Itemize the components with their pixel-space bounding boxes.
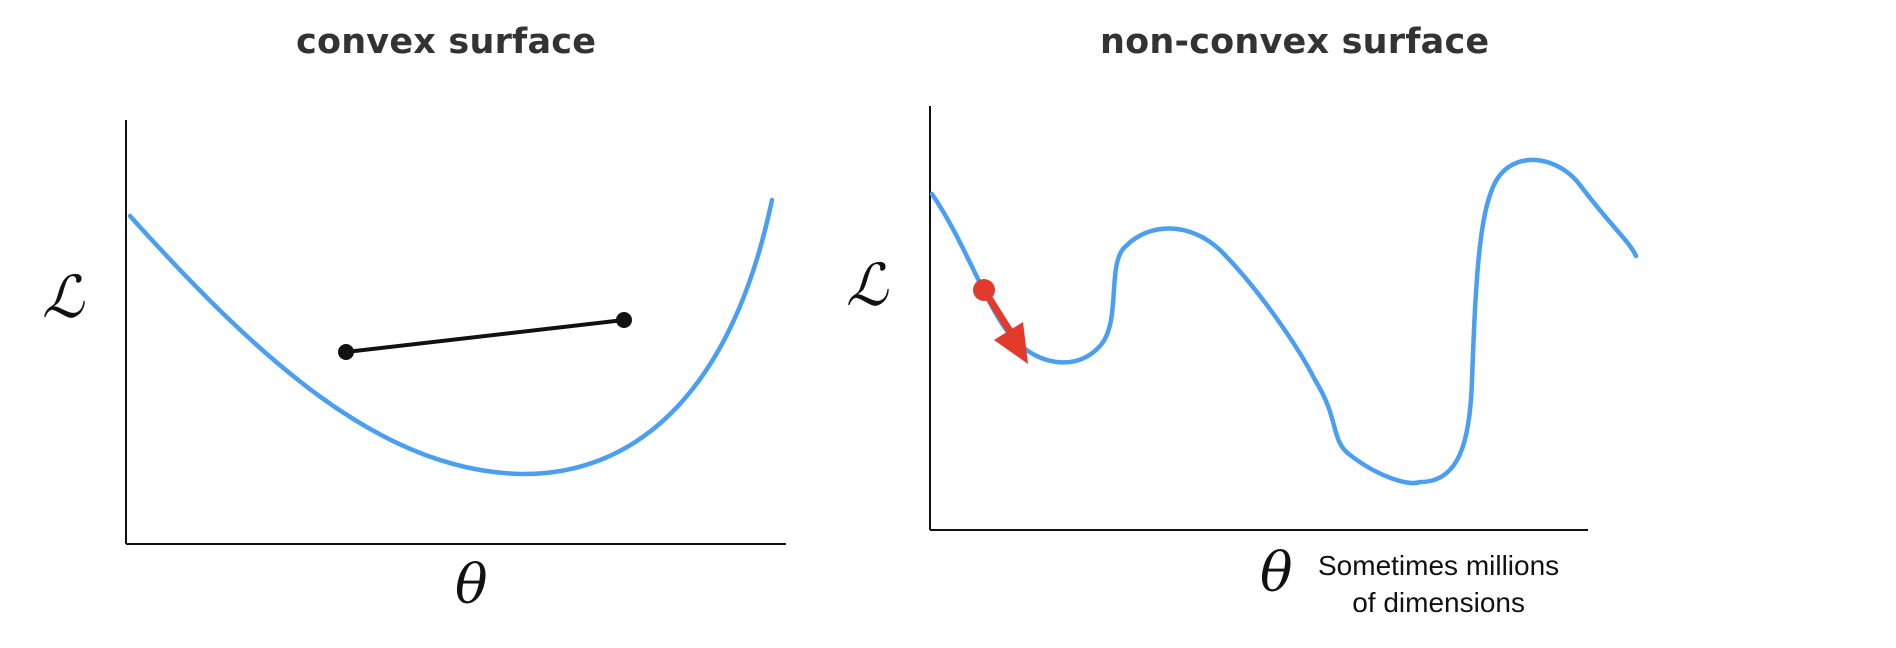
convex-title: convex surface: [296, 22, 597, 62]
convex-theta-label: θ: [455, 553, 488, 616]
convex-plot: [125, 120, 786, 545]
dimensions-note-line2: of dimensions: [1352, 587, 1525, 618]
gradient-point: [973, 279, 995, 301]
nonconvex-loss-label: ℒ: [846, 251, 888, 319]
convex-curve: [127, 197, 775, 477]
convex-loss-label: ℒ: [42, 263, 84, 331]
chord-point-left: [338, 344, 354, 360]
nonconvex-curve: [929, 157, 1639, 486]
dimensions-note-line1: Sometimes millions: [1318, 550, 1560, 581]
nonconvex-plot: [929, 106, 1639, 531]
dimensions-note: Sometimes millions of dimensions: [1318, 547, 1559, 621]
convex-panel: convex surface ℒ θ: [0, 0, 860, 648]
chord-point-right: [616, 312, 632, 328]
nonconvex-theta-label: θ: [1260, 541, 1293, 604]
nonconvex-panel: non-convex surface ℒ θ Sometimes million…: [820, 0, 1896, 648]
chord-line: [345, 318, 625, 354]
gradient-arrow-head: [994, 322, 1028, 364]
nonconvex-title: non-convex surface: [1100, 22, 1490, 62]
